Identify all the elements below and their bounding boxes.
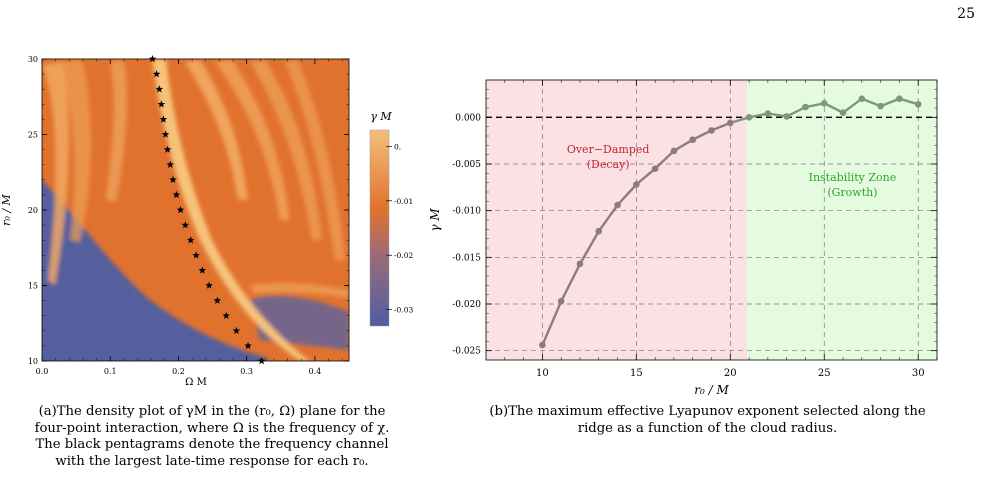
data-point bbox=[839, 109, 847, 116]
data-point bbox=[595, 227, 603, 235]
colorbar-tick-label: -0.02 bbox=[394, 251, 413, 260]
x-tick-label-a: 0.3 bbox=[240, 367, 253, 376]
caption-a-line: (a)The density plot of γM in the (r₀, Ω)… bbox=[38, 404, 386, 419]
ridge-pentagram bbox=[192, 251, 200, 259]
colorbar-tick-label: 0. bbox=[394, 142, 401, 151]
ridge-pentagram bbox=[244, 341, 252, 350]
y-tick-label-a: 30 bbox=[28, 55, 38, 64]
data-point bbox=[670, 147, 678, 155]
x-tick-label-a: 0.1 bbox=[104, 367, 117, 376]
data-point bbox=[539, 341, 546, 349]
data-point bbox=[745, 114, 753, 121]
y-tick-label-a: 15 bbox=[28, 282, 38, 291]
colorbar: γ M 0. -0.01 -0.02 -0.03 bbox=[369, 110, 413, 327]
x-tick-label-a: 0.2 bbox=[172, 367, 185, 376]
caption-b: (b)The maximum effective Lyapunov expone… bbox=[430, 404, 985, 437]
data-point bbox=[614, 201, 621, 209]
ridge-pentagram bbox=[157, 100, 166, 108]
colorbar-tick-label: -0.01 bbox=[394, 197, 413, 206]
data-point bbox=[708, 127, 715, 134]
ridge-pentagram bbox=[232, 326, 241, 335]
y-tick-label-a: 10 bbox=[28, 357, 38, 366]
x-tick-label-b: 30 bbox=[912, 368, 925, 379]
y-tick-label-b: -0.025 bbox=[452, 347, 481, 357]
density-plot-figure: 0.0 0.1 0.2 0.3 0.4 10 15 20 25 30 r₀ / M Ω M γ M… bbox=[0, 55, 413, 388]
ridge-pentagram bbox=[159, 115, 168, 123]
ridge-pentagram bbox=[172, 190, 181, 199]
x-tick-label-b: 10 bbox=[536, 368, 549, 379]
data-point bbox=[576, 260, 584, 268]
ridge-pentagram bbox=[186, 236, 195, 244]
ridge-pentagram bbox=[222, 311, 230, 319]
xlabel-b: r₀ / M bbox=[694, 383, 729, 397]
data-point bbox=[557, 297, 565, 305]
caption-a: (a)The density plot of γM in the (r₀, Ω)… bbox=[0, 404, 424, 470]
ridge-pentagram bbox=[198, 266, 207, 274]
shaded-region bbox=[486, 80, 748, 360]
density-axes: 0.0 0.1 0.2 0.3 0.4 10 15 20 25 30 bbox=[28, 55, 349, 376]
ridge-pentagram bbox=[257, 357, 266, 365]
ylabel-a: r₀ / M bbox=[0, 193, 13, 225]
ridge-pentagram bbox=[213, 296, 222, 304]
caption-b-line: ridge as a function of the cloud radius. bbox=[577, 420, 838, 436]
data-point bbox=[651, 165, 659, 172]
lyapunov-chart-figure: 10 15 20 25 30 0.000 -0.005 -0.010 -0.015 -0.020 -… bbox=[428, 79, 938, 397]
data-point bbox=[764, 110, 772, 117]
data-point bbox=[726, 119, 734, 127]
ridge-pentagram bbox=[152, 70, 161, 78]
data-point bbox=[896, 95, 903, 102]
region-label: (Growth) bbox=[827, 186, 877, 199]
data-point bbox=[877, 102, 884, 110]
ridge-pentagram bbox=[155, 85, 164, 93]
ridge-pentagram bbox=[161, 130, 170, 138]
ridge-pentagram bbox=[166, 160, 175, 168]
x-tick-label-b: 20 bbox=[724, 368, 737, 379]
caption-b-line: (b)The maximum effective Lyapunov expone… bbox=[489, 404, 926, 419]
ridge-pentagrams bbox=[148, 55, 266, 365]
y-tick-label-b: -0.020 bbox=[452, 300, 481, 310]
y-tick-label-b: 0.000 bbox=[455, 113, 481, 123]
colorbar-title: γ M bbox=[370, 110, 392, 123]
ylabel-b: γ M bbox=[428, 208, 442, 232]
x-tick-label-a: 0.0 bbox=[36, 367, 49, 376]
data-point bbox=[689, 136, 697, 144]
x-tick-label-a: 0.4 bbox=[309, 367, 322, 376]
y-tick-label-a: 20 bbox=[28, 206, 38, 215]
xlabel-a: Ω M bbox=[185, 377, 207, 388]
caption-a-line: with the largest late-time response for … bbox=[55, 453, 369, 469]
caption-a-line: four-point interaction, where Ω is the f… bbox=[34, 420, 390, 436]
caption-a-line: The black pentagrams denote the frequenc… bbox=[35, 437, 389, 452]
page-number: 25 bbox=[957, 6, 975, 22]
shaded-region bbox=[747, 80, 937, 360]
region-label: (Decay) bbox=[587, 158, 630, 171]
ridge-pentagram bbox=[169, 175, 177, 184]
data-point bbox=[802, 103, 809, 111]
region-label: Over−Damped bbox=[567, 143, 650, 156]
ridge-pentagram bbox=[176, 206, 185, 214]
lyapunov-chart: 10 15 20 25 30 0.000 -0.005 -0.010 -0.015 -0.020 -… bbox=[428, 79, 938, 397]
data-point bbox=[914, 100, 922, 108]
data-point bbox=[633, 181, 640, 188]
density-field bbox=[42, 59, 349, 361]
colorbar-tick-label: -0.03 bbox=[394, 306, 413, 315]
y-tick-label-b: -0.005 bbox=[452, 160, 481, 170]
ridge-pentagram bbox=[205, 281, 213, 289]
y-tick-label-b: -0.010 bbox=[452, 207, 481, 217]
region-label: Instability Zone bbox=[809, 171, 897, 184]
data-point bbox=[783, 113, 790, 120]
y-tick-label-b: -0.015 bbox=[452, 253, 481, 263]
x-tick-label-b: 25 bbox=[818, 368, 831, 379]
ridge-pentagram bbox=[181, 221, 190, 229]
ridge-pentagram bbox=[148, 55, 157, 63]
ridge-pentagram bbox=[163, 145, 172, 153]
colorbar-gradient bbox=[369, 129, 390, 327]
data-point bbox=[820, 100, 828, 107]
y-tick-label-a: 25 bbox=[28, 131, 38, 140]
x-tick-label-b: 15 bbox=[630, 368, 643, 379]
data-point bbox=[858, 95, 866, 102]
